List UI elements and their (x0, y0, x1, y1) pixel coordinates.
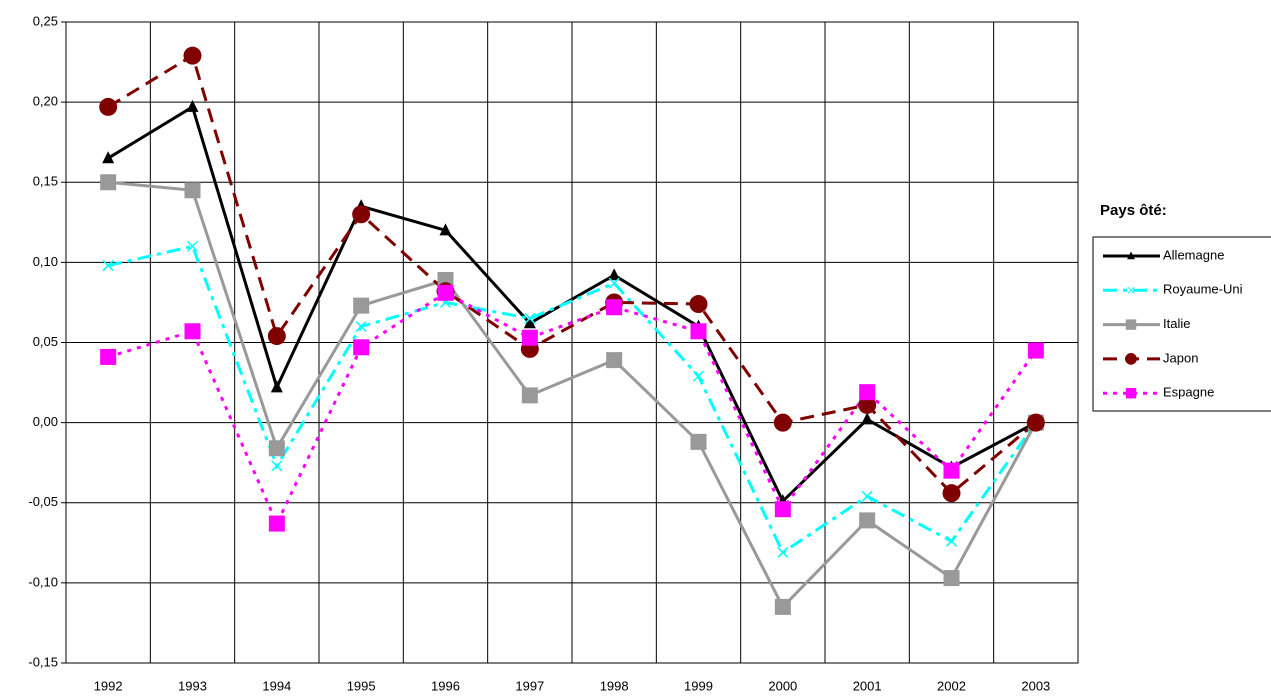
legend-label: Japon (1163, 350, 1198, 365)
y-tick-label: -0,05 (28, 494, 58, 509)
marker (1125, 353, 1137, 365)
x-tick-label: 2001 (853, 678, 882, 693)
marker (861, 490, 873, 502)
marker (858, 395, 877, 414)
legend-title: Pays ôté: (1100, 202, 1167, 219)
y-tick-label: -0,15 (28, 654, 58, 669)
legend-label: Espagne (1163, 385, 1214, 400)
marker (353, 339, 370, 356)
marker (606, 352, 623, 369)
x-tick-label: 1995 (347, 678, 376, 693)
marker (521, 329, 538, 346)
x-tick-label: 2000 (768, 678, 797, 693)
x-tick-label: 1998 (600, 678, 629, 693)
marker (100, 348, 117, 365)
marker (773, 413, 792, 432)
y-tick-label: 0,00 (33, 414, 58, 429)
legend-label: Allemagne (1163, 247, 1224, 262)
marker (692, 370, 705, 382)
marker (521, 387, 538, 404)
y-tick-label: 0,10 (33, 254, 58, 269)
marker (523, 316, 536, 329)
x-tick-label: 1992 (94, 678, 123, 693)
marker (1125, 388, 1137, 399)
marker (99, 97, 118, 116)
x-tick-label: 1996 (431, 678, 460, 693)
marker (186, 99, 199, 112)
series-line (107, 244, 1038, 555)
legend-label: Italie (1163, 316, 1190, 331)
series-line (107, 53, 1037, 496)
marker (1125, 319, 1137, 330)
marker (271, 460, 283, 472)
marker (774, 598, 791, 615)
marker (1127, 251, 1135, 260)
marker (777, 546, 789, 558)
marker (608, 277, 620, 289)
x-tick-label: 2002 (937, 678, 966, 693)
series-line (107, 104, 1037, 504)
marker (608, 268, 621, 281)
y-tick-label: -0,10 (28, 574, 58, 589)
marker (690, 433, 707, 450)
marker (352, 205, 371, 224)
marker (774, 501, 791, 518)
marker (606, 299, 623, 316)
marker (524, 312, 536, 324)
marker (184, 323, 201, 340)
x-tick-label: 1999 (684, 678, 713, 693)
marker (437, 284, 454, 301)
marker (689, 295, 708, 314)
y-tick-label: 0,20 (33, 94, 58, 109)
marker (859, 512, 876, 529)
marker (943, 570, 960, 587)
marker (945, 535, 958, 547)
marker (942, 484, 961, 503)
marker (859, 384, 876, 401)
marker (1127, 286, 1135, 294)
marker (102, 260, 114, 272)
x-tick-label: 2003 (1021, 678, 1050, 693)
marker (943, 462, 960, 479)
y-tick-label: 0,05 (33, 334, 58, 349)
legend-label: Royaume-Uni (1163, 282, 1243, 297)
series-line (107, 291, 1038, 528)
marker (439, 223, 452, 236)
marker (690, 323, 707, 340)
marker (861, 412, 874, 425)
marker (186, 240, 199, 252)
marker (102, 151, 115, 164)
x-tick-label: 1997 (515, 678, 544, 693)
marker (184, 182, 201, 199)
marker (1026, 413, 1045, 432)
marker (268, 515, 285, 532)
y-tick-label: 0,15 (33, 174, 58, 189)
marker (183, 46, 202, 65)
y-tick-label: 0,25 (33, 13, 58, 28)
marker (100, 174, 117, 191)
marker (267, 327, 286, 346)
marker (270, 380, 283, 393)
marker (353, 297, 370, 314)
plot-frame (65, 21, 1079, 664)
x-tick-label: 1993 (178, 678, 207, 693)
series-line (108, 180, 1038, 610)
marker (268, 440, 285, 457)
x-tick-label: 1994 (262, 678, 291, 693)
marker (1027, 342, 1044, 359)
marker (355, 320, 367, 333)
